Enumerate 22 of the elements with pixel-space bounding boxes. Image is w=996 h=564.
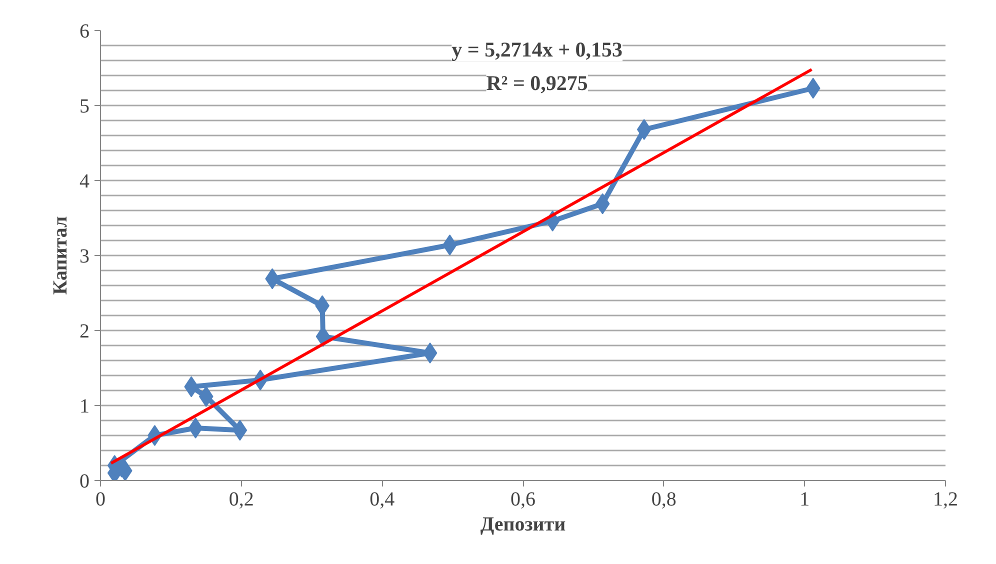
point [188,418,203,438]
y-tick-label: 2 [80,320,90,342]
y-tick-label: 0 [80,470,90,492]
x-tick-label: 0 [96,488,106,510]
point [198,386,214,407]
x-tick-label: 0,4 [370,488,395,510]
annotation: y = 5,2714x + 0,153 [452,37,623,62]
point [636,119,652,140]
y-tick-label: 1 [80,396,90,418]
y-tick-label: 6 [80,20,90,42]
x-axis-title: Депозити [480,514,566,536]
x-tick-label: 0,8 [651,488,676,510]
y-axis-title: Капитал [50,216,72,295]
y-tick-label: 4 [80,170,90,192]
y-tick-label: 3 [80,246,90,268]
x-tick-label: 1 [800,488,810,510]
x-tick-label: 1,2 [933,488,958,510]
y-tick-label: 5 [80,96,90,118]
point [422,342,438,364]
x-tick-label: 0,6 [510,488,536,510]
annotation: R² = 0,9275 [486,71,588,95]
x-tick-label: 0,2 [228,488,254,510]
